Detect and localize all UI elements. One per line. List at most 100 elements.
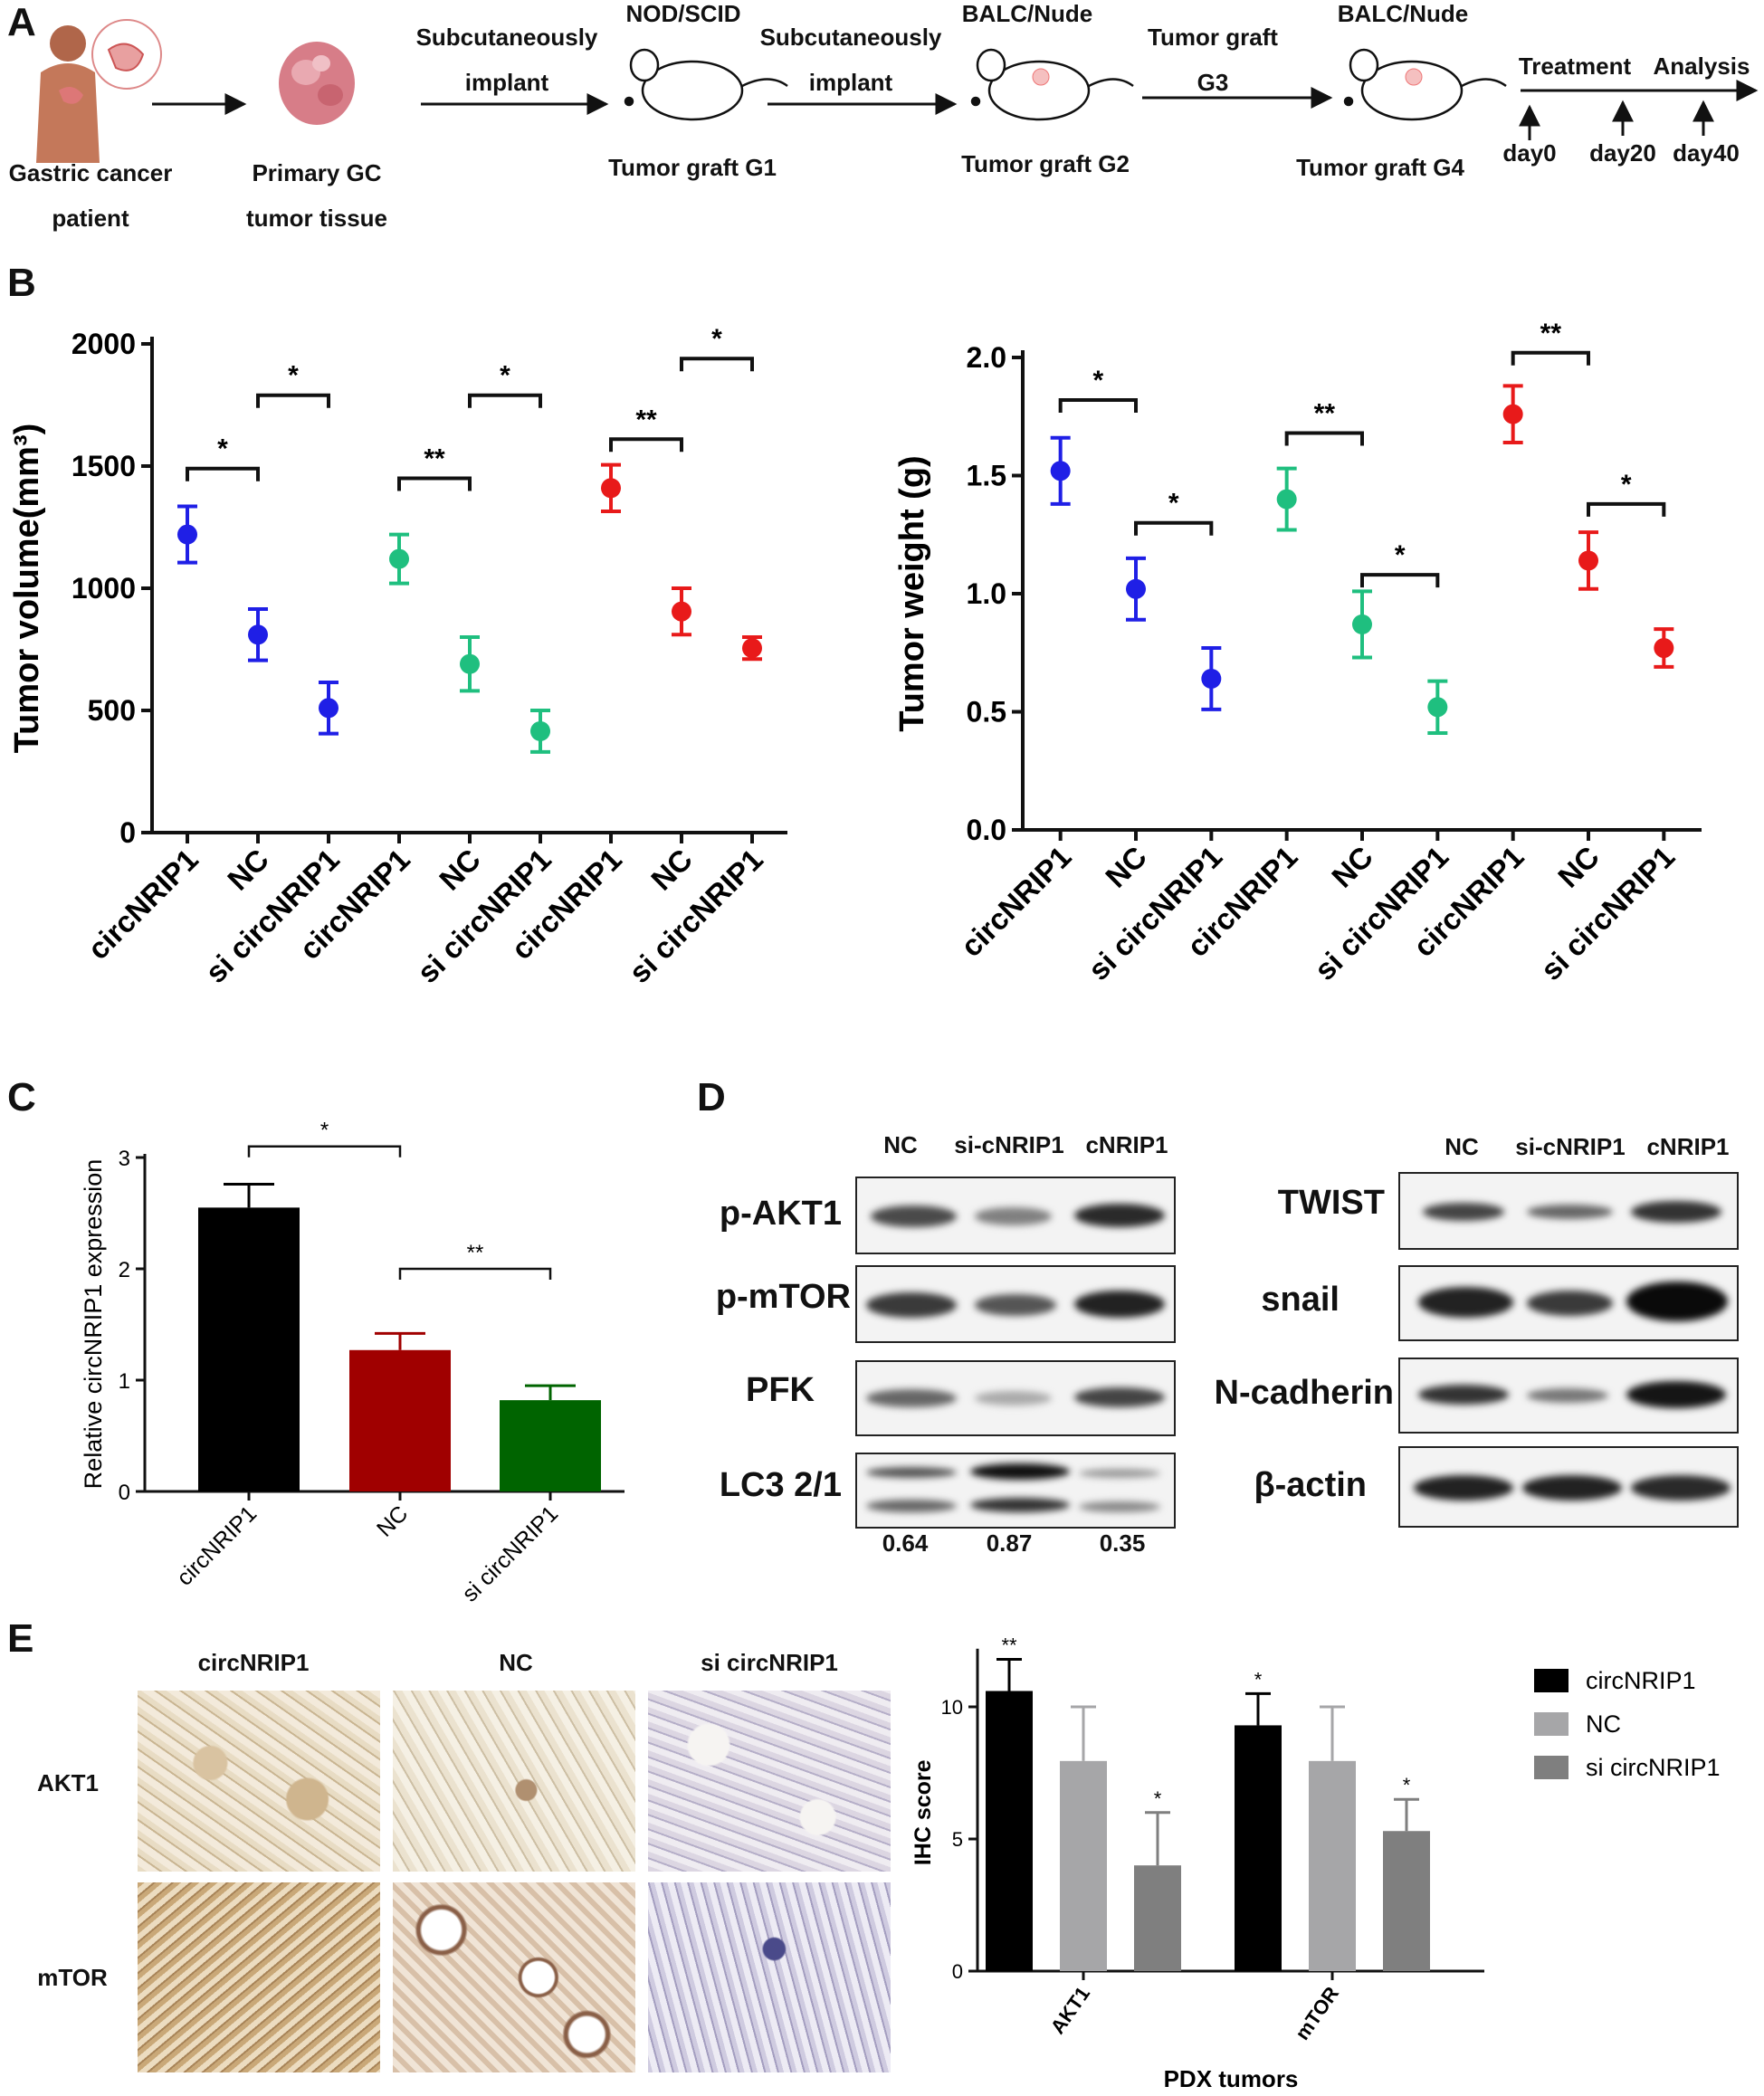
ihc-image-mtor-nc: [393, 1882, 635, 2072]
significance-bracket: [256, 393, 330, 408]
mouse3-top-label: BALC/Nude: [1337, 0, 1469, 27]
significance-label: *: [1403, 1774, 1411, 1796]
panel-label-d: D: [697, 1075, 726, 1119]
significance-label: *: [1254, 1668, 1263, 1691]
data-point: [1654, 638, 1674, 659]
data-point: [177, 524, 197, 545]
patient-label-2: patient: [52, 205, 129, 232]
significance-label: *: [217, 434, 228, 464]
y-tick-label: 2: [119, 1258, 130, 1282]
significance-label: *: [711, 324, 722, 354]
y-tick-label: 1: [119, 1369, 130, 1394]
significance-bracket: [609, 437, 683, 453]
legend-label: NC: [1586, 1710, 1621, 1738]
blot-right-col-nc: NC: [1445, 1133, 1479, 1160]
x-tick-label: AKT1: [1046, 1983, 1094, 2038]
significance-label: **: [467, 1241, 484, 1265]
bar: [986, 1691, 1033, 1971]
data-point: [1427, 697, 1448, 718]
significance-label: *: [1621, 470, 1632, 500]
legend-swatch: [1534, 1756, 1569, 1779]
significance-label: *: [288, 361, 299, 391]
panel-label-e: E: [7, 1616, 34, 1661]
arrow3-bottom-label: G3: [1197, 69, 1229, 96]
x-tick-label: NC: [372, 1501, 413, 1541]
bar: [1309, 1760, 1356, 1971]
bar: [1060, 1760, 1107, 1971]
tissue-label-1: Primary GC: [252, 159, 382, 186]
significance-label: *: [500, 361, 510, 391]
tumor-volume-chart: 0 500 1000 1500 2000 Tumor volume(mm³) circNRI…: [8, 324, 787, 989]
x-tick-label: NC: [1099, 840, 1153, 894]
legend-swatch: [1534, 1669, 1569, 1692]
x-tick-label: circNRIP1: [172, 1501, 262, 1590]
blot-label-twist: TWIST: [1277, 1184, 1385, 1222]
blot-left-col-c: cNRIP1: [1085, 1131, 1168, 1158]
y-tick-label: 10: [941, 1696, 963, 1719]
tumor-tissue-icon: [279, 42, 355, 125]
data-point: [1502, 404, 1523, 424]
y-tick-label: 0: [952, 1960, 963, 1983]
data-point: [1201, 668, 1222, 689]
significance-label: **: [424, 444, 445, 474]
ihc-image-akt1-circnrip1: [138, 1691, 380, 1872]
significance-bracket: [1134, 520, 1214, 536]
bar: [1134, 1865, 1181, 1971]
significance-label: *: [320, 1119, 329, 1143]
blot-left-col-si: si-cNRIP1: [954, 1131, 1064, 1158]
significance-bracket: [186, 466, 260, 481]
significance-bracket: [1511, 350, 1590, 366]
x-tick-label: si circNRIP1: [1534, 840, 1681, 986]
blot-pfk: [855, 1360, 1176, 1436]
mouse-1-icon: [624, 48, 788, 121]
blot-twist: [1398, 1172, 1739, 1250]
legend-swatch: [1534, 1712, 1569, 1736]
arrow2-bottom-label: implant: [808, 69, 893, 96]
bar: [500, 1400, 601, 1491]
blot-label-p-akt1: p-AKT1: [719, 1195, 842, 1233]
x-tick-label: si circNRIP1: [457, 1501, 563, 1606]
y-tick-label: 1000: [72, 572, 136, 605]
significance-bracket: [1284, 431, 1364, 446]
legend-label: circNRIP1: [1586, 1667, 1696, 1694]
data-point: [1050, 461, 1071, 481]
bar: [1383, 1831, 1430, 1971]
panel-label-c: C: [7, 1075, 36, 1119]
y-tick-label: 500: [88, 694, 136, 727]
mouse2-top-label: BALC/Nude: [961, 0, 1093, 27]
ihc-col-nc: NC: [499, 1649, 533, 1676]
expression-bar-chart: 0 1 2 3 Relative circNRIP1 expression circNRI…: [80, 1119, 625, 1606]
mouse1-bottom-label: Tumor graft G1: [608, 154, 777, 181]
x-tick-label: circNRIP1: [954, 840, 1077, 963]
significance-bracket: [397, 476, 472, 491]
y-axis-label: Tumor volume(mm³): [8, 424, 46, 754]
x-tick-label: NC: [1551, 840, 1606, 894]
bar: [349, 1349, 451, 1491]
blot-lc3: [855, 1453, 1176, 1529]
significance-bracket: [1360, 573, 1440, 588]
lc3-ratio-si: 0.87: [986, 1529, 1033, 1557]
significance-label: **: [1001, 1638, 1017, 1656]
legend-label: si circNRIP1: [1586, 1754, 1721, 1781]
bar: [1235, 1725, 1282, 1971]
y-tick-label: 1500: [72, 450, 136, 482]
arrow2-top-label: Subcutaneously: [759, 24, 942, 51]
y-axis-label: IHC score: [911, 1759, 936, 1865]
mouse-3-icon: [1343, 48, 1507, 121]
x-tick-label: NC: [221, 843, 275, 897]
data-point: [1126, 578, 1146, 599]
y-tick-label: 5: [952, 1828, 963, 1851]
bar: [198, 1207, 300, 1491]
blot-label-beta-actin: β-actin: [1254, 1466, 1367, 1504]
blot-right-col-c: cNRIP1: [1646, 1133, 1730, 1160]
significance-label: **: [1540, 319, 1562, 348]
data-point: [460, 653, 480, 674]
significance-bracket: [468, 393, 542, 408]
ihc-image-mtor-circnrip1: [138, 1882, 380, 2072]
ihc-row-akt1: AKT1: [37, 1769, 99, 1796]
significance-label: *: [1154, 1787, 1162, 1810]
data-point: [1352, 614, 1372, 634]
significance-bracket: [247, 1145, 402, 1158]
patient-figure-icon: [36, 19, 162, 163]
